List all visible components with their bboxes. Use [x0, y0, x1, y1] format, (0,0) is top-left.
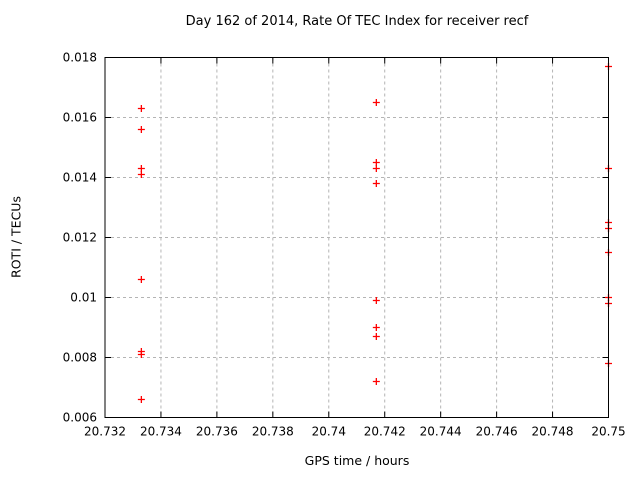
plot-border: [104, 57, 609, 418]
y-tick-label: 0.018: [63, 51, 97, 65]
data-point-marker: [137, 396, 145, 403]
data-point-marker: [372, 159, 380, 166]
y-tick-label: 0.016: [63, 111, 97, 125]
x-tick-label: 20.744: [420, 425, 462, 439]
data-point-marker: [137, 105, 145, 112]
data-point-marker: [372, 180, 380, 187]
chart-title: Day 162 of 2014, Rate Of TEC Index for r…: [185, 14, 529, 29]
data-point-marker: [372, 99, 380, 106]
data-point-marker: [137, 276, 145, 283]
x-tick-label: 20.75: [591, 425, 625, 439]
y-tick-label: 0.008: [63, 351, 97, 365]
data-point-marker: [137, 126, 145, 133]
x-tick-label: 20.736: [196, 425, 238, 439]
x-tick-label: 20.748: [532, 425, 574, 439]
data-point-marker: [372, 378, 380, 385]
data-point-marker: [137, 351, 145, 358]
x-tick-label: 20.734: [140, 425, 182, 439]
x-tick-label: 20.74: [312, 425, 346, 439]
x-tick-label: 20.738: [252, 425, 294, 439]
y-tick-label: 0.01: [70, 291, 97, 305]
data-point-marker: [372, 297, 380, 304]
x-tick-label: 20.746: [476, 425, 518, 439]
x-tick-label: 20.732: [84, 425, 126, 439]
x-tick-label: 20.742: [364, 425, 406, 439]
data-point-marker: [137, 171, 145, 178]
y-tick-label: 0.006: [63, 411, 97, 425]
data-point-marker: [372, 333, 380, 340]
data-point-marker: [372, 165, 380, 172]
y-tick-label: 0.014: [63, 171, 97, 185]
data-point-marker: [137, 165, 145, 172]
data-point-marker: [372, 324, 380, 331]
x-axis-label: GPS time / hours: [304, 453, 410, 468]
y-tick-label: 0.012: [63, 231, 97, 245]
